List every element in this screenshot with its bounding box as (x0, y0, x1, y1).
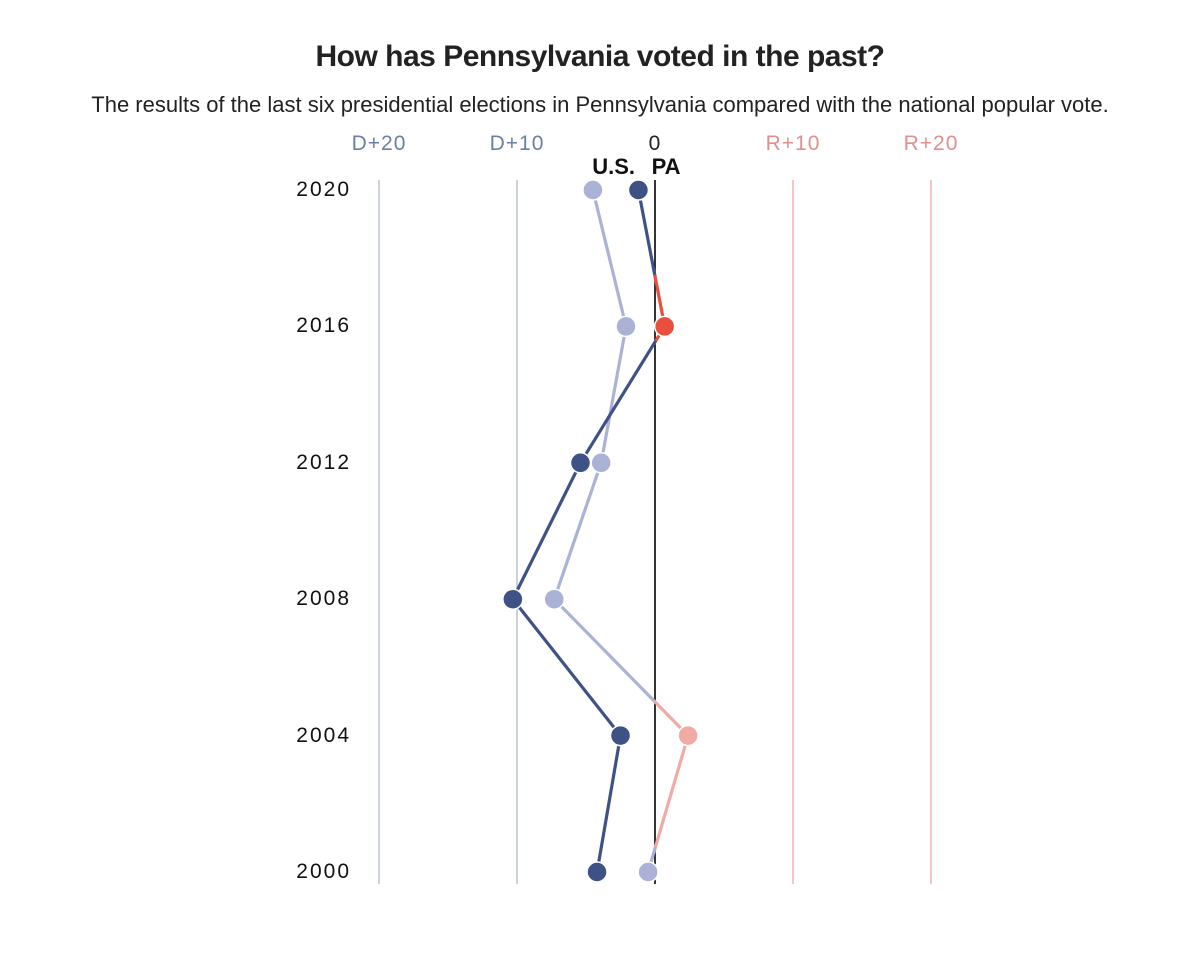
year-label: 2016 (296, 314, 351, 338)
series-segment-pa (513, 599, 621, 735)
data-point-us (678, 726, 698, 746)
data-point-pa (655, 316, 675, 336)
chart-title: How has Pennsylvania voted in the past? (50, 40, 1150, 74)
margin-chart: D+20 D+10 0 R+10 R+20 2020 2016 2012 2008 2004 200… (190, 132, 1010, 892)
year-label: 2008 (296, 587, 351, 611)
data-point-pa (570, 453, 590, 473)
series-label-us: U.S. (592, 154, 635, 180)
series-segment-pa (597, 736, 620, 872)
data-point-us (616, 316, 636, 336)
series-label-pa: PA (652, 154, 681, 180)
data-point-pa (503, 589, 523, 609)
series-segment-pa (580, 342, 655, 463)
chart-svg (190, 132, 1010, 892)
data-point-pa (628, 180, 648, 200)
data-point-pa (587, 862, 607, 882)
data-point-us (591, 453, 611, 473)
chart-subtitle: The results of the last six presidential… (50, 92, 1150, 118)
data-point-us (583, 180, 603, 200)
axis-tick-label: 0 (649, 132, 662, 156)
axis-tick-label: D+10 (490, 132, 545, 156)
series-segment-pa (513, 463, 581, 599)
year-label: 2020 (296, 178, 351, 202)
year-label: 2004 (296, 724, 351, 748)
series-segment-pa (638, 190, 655, 276)
year-label: 2000 (296, 860, 351, 884)
series-segment-us (655, 736, 688, 849)
year-label: 2012 (296, 451, 351, 475)
series-segment-us (593, 190, 626, 326)
axis-tick-label: R+10 (766, 132, 821, 156)
series-segment-us (554, 463, 601, 599)
data-point-us (544, 589, 564, 609)
axis-tick-label: R+20 (904, 132, 959, 156)
data-point-pa (611, 726, 631, 746)
series-segment-us (554, 599, 655, 702)
data-point-us (638, 862, 658, 882)
axis-tick-label: D+20 (352, 132, 407, 156)
